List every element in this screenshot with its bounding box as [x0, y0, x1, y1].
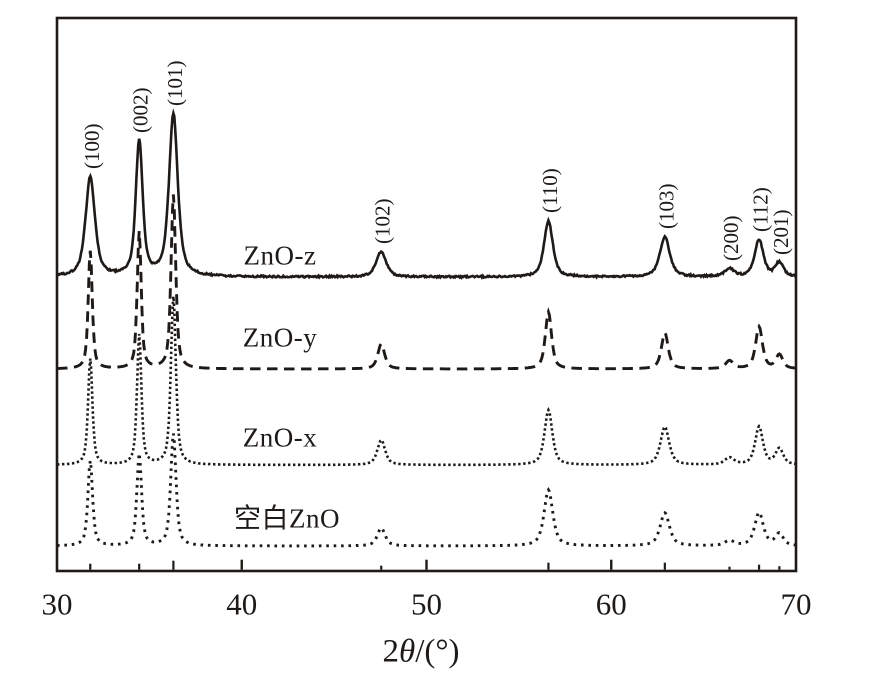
peak-label-100: (100): [80, 124, 104, 170]
x-tick-label-50: 50: [411, 586, 442, 622]
peak-label-101: (101): [163, 61, 187, 107]
x-axis-title-prefix: 2: [382, 633, 399, 670]
series-curve-3: [57, 433, 796, 548]
peak-label-102: (102): [371, 199, 395, 245]
x-tick-label-40: 40: [226, 586, 258, 622]
x-tick-label-70: 70: [780, 586, 812, 622]
peak-label-201: (201): [769, 210, 793, 256]
theta-symbol: θ: [398, 633, 416, 670]
x-axis-title: 2θ/(°): [382, 633, 460, 670]
x-axis-title-suffix: /(°): [415, 633, 460, 670]
peak-label-110: (110): [538, 168, 562, 213]
x-tick-label-30: 30: [41, 586, 73, 622]
series-curve-0: [56, 108, 797, 280]
plot-frame: [55, 16, 798, 573]
peak-label-112: (112): [749, 187, 773, 232]
x-tick-label-60: 60: [595, 586, 627, 622]
series-label-zno-x: ZnO-x: [242, 422, 318, 453]
series-curve-2: [57, 296, 797, 467]
series-label-blank-zno: 空白ZnO: [234, 503, 340, 534]
series-curve-1: [56, 194, 797, 371]
peak-label-103: (103): [654, 184, 678, 230]
series-label-zno-z: ZnO-z: [243, 240, 317, 271]
peak-label-200: (200): [719, 216, 743, 262]
peak-label-002: (002): [129, 88, 153, 134]
series-label-zno-y: ZnO-y: [242, 322, 318, 353]
